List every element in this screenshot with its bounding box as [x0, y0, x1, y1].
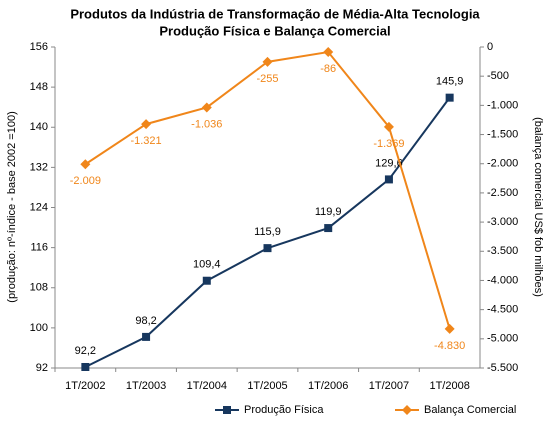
- data-label: 92,2: [75, 345, 96, 357]
- legend-marker: [402, 405, 412, 415]
- data-label: -86: [320, 63, 336, 75]
- x-tick-label: 1T/2007: [369, 380, 409, 392]
- data-point: [201, 102, 212, 113]
- x-tick-label: 1T/2003: [126, 380, 166, 392]
- data-label: 145,9: [436, 76, 464, 88]
- x-tick-label: 1T/2002: [65, 380, 105, 392]
- y2-tick-label: 0: [487, 41, 493, 53]
- y-tick-label: 132: [30, 161, 48, 173]
- y-axis-label: (produção: nº-índice - base 2002 =100): [6, 111, 18, 302]
- y-tick-label: 124: [30, 201, 48, 213]
- legend-marker: [223, 406, 231, 414]
- y2-axis-label: (balança comercial US$ fob milhões): [532, 117, 544, 297]
- y2-tick-label: -2.500: [487, 187, 518, 199]
- legend-label: Balança Comercial: [424, 404, 516, 416]
- data-point: [80, 159, 91, 170]
- data-label: -4.830: [434, 340, 465, 352]
- chart-subtitle: Produção Física e Balança Comercial: [159, 23, 390, 38]
- data-label: 129,6: [375, 157, 403, 169]
- data-point: [202, 276, 211, 285]
- y-tick-label: 108: [30, 282, 48, 294]
- x-tick-label: 1T/2006: [308, 380, 348, 392]
- y2-tick-label: -4.500: [487, 304, 518, 316]
- data-point: [445, 93, 454, 102]
- data-point: [323, 47, 334, 58]
- data-point: [142, 332, 151, 341]
- data-label: -1.369: [373, 138, 404, 150]
- y-tick-label: 140: [30, 121, 48, 133]
- data-point: [444, 323, 455, 334]
- chart-title: Produtos da Indústria de Transformação d…: [70, 6, 480, 21]
- y2-tick-label: -3.000: [487, 216, 518, 228]
- x-tick-label: 1T/2004: [187, 380, 227, 392]
- y2-tick-label: -3.500: [487, 245, 518, 257]
- data-label: -255: [256, 73, 278, 85]
- legend-label: Produção Física: [244, 404, 324, 416]
- x-tick-label: 1T/2005: [247, 380, 287, 392]
- data-point: [262, 56, 273, 67]
- data-point: [383, 121, 394, 132]
- series-line: [84, 50, 451, 330]
- y-tick-label: 116: [30, 242, 48, 254]
- data-label: 98,2: [135, 315, 156, 327]
- y2-tick-label: -1.000: [487, 99, 518, 111]
- y2-tick-label: -2.000: [487, 158, 518, 170]
- y-tick-label: 148: [30, 81, 48, 93]
- y2-tick-label: -4.000: [487, 274, 518, 286]
- x-tick-label: 1T/2008: [429, 380, 469, 392]
- data-point: [384, 175, 393, 184]
- data-label: -1.036: [191, 118, 222, 130]
- y2-tick-label: -500: [487, 70, 509, 82]
- data-label: 115,9: [254, 226, 281, 238]
- data-label: -1.321: [130, 135, 161, 147]
- data-point: [81, 362, 90, 371]
- y-tick-label: 100: [30, 322, 48, 334]
- y-tick-label: 156: [30, 41, 48, 53]
- data-label: 109,4: [193, 259, 221, 271]
- data-point: [324, 224, 333, 233]
- data-label: -2.009: [70, 175, 101, 187]
- data-label: 119,9: [315, 206, 342, 218]
- y2-tick-label: -5.000: [487, 333, 518, 345]
- data-point: [263, 244, 272, 253]
- y2-tick-label: -1.500: [487, 128, 518, 140]
- y2-tick-label: -5.500: [487, 362, 518, 374]
- y-tick-label: 92: [36, 362, 48, 374]
- data-point: [141, 119, 152, 130]
